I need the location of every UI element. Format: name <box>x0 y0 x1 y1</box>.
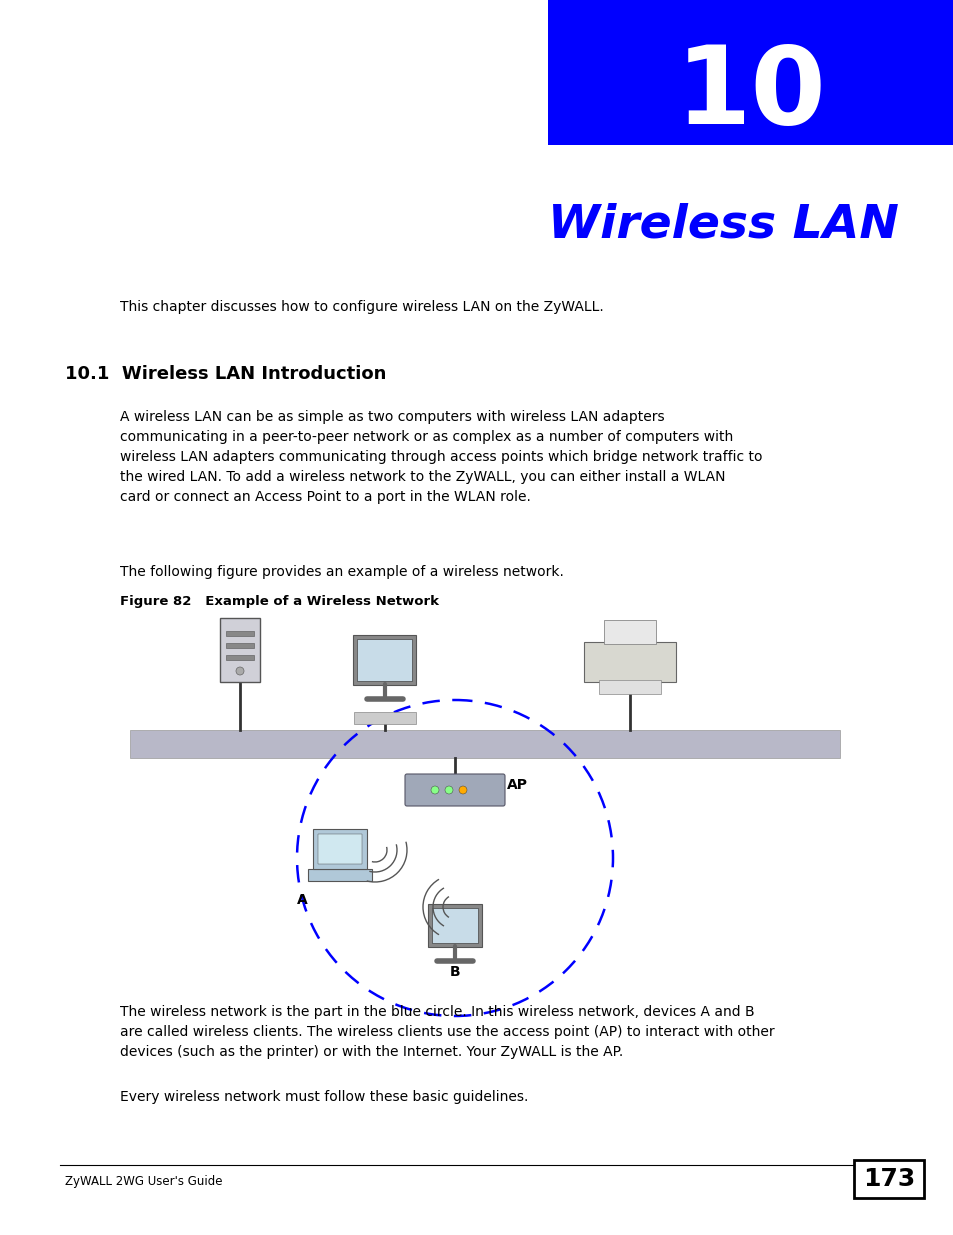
Text: Wireless LAN: Wireless LAN <box>548 203 898 247</box>
FancyBboxPatch shape <box>354 635 416 685</box>
FancyBboxPatch shape <box>853 1160 923 1198</box>
FancyBboxPatch shape <box>598 680 660 694</box>
FancyBboxPatch shape <box>308 869 372 881</box>
Text: 173: 173 <box>862 1167 914 1191</box>
Text: This chapter discusses how to configure wireless LAN on the ZyWALL.: This chapter discusses how to configure … <box>120 300 603 314</box>
Text: B: B <box>449 965 460 979</box>
Text: A: A <box>296 893 307 906</box>
Text: The wireless network is the part in the blue circle. In this wireless network, d: The wireless network is the part in the … <box>120 1005 774 1060</box>
Text: ZyWALL 2WG User's Guide: ZyWALL 2WG User's Guide <box>65 1174 222 1188</box>
FancyBboxPatch shape <box>405 774 504 806</box>
FancyBboxPatch shape <box>428 904 481 946</box>
Text: The following figure provides an example of a wireless network.: The following figure provides an example… <box>120 564 563 579</box>
Circle shape <box>235 667 244 676</box>
Text: Figure 82   Example of a Wireless Network: Figure 82 Example of a Wireless Network <box>120 595 438 608</box>
Bar <box>357 638 412 680</box>
Bar <box>432 908 477 942</box>
Text: AP: AP <box>506 778 527 792</box>
Circle shape <box>458 785 467 794</box>
Circle shape <box>444 785 453 794</box>
Circle shape <box>431 785 438 794</box>
Bar <box>317 834 361 864</box>
Bar <box>226 655 253 659</box>
FancyBboxPatch shape <box>313 829 367 869</box>
Text: 10.1  Wireless LAN Introduction: 10.1 Wireless LAN Introduction <box>65 366 386 383</box>
Bar <box>547 0 953 144</box>
Text: A wireless LAN can be as simple as two computers with wireless LAN adapters
comm: A wireless LAN can be as simple as two c… <box>120 410 761 504</box>
Bar <box>226 643 253 648</box>
Bar <box>130 730 840 758</box>
Bar <box>226 631 253 636</box>
FancyBboxPatch shape <box>220 618 260 682</box>
FancyBboxPatch shape <box>603 620 656 643</box>
FancyBboxPatch shape <box>354 713 416 724</box>
FancyBboxPatch shape <box>583 642 676 682</box>
Text: 10: 10 <box>675 41 825 147</box>
Text: Every wireless network must follow these basic guidelines.: Every wireless network must follow these… <box>120 1091 528 1104</box>
